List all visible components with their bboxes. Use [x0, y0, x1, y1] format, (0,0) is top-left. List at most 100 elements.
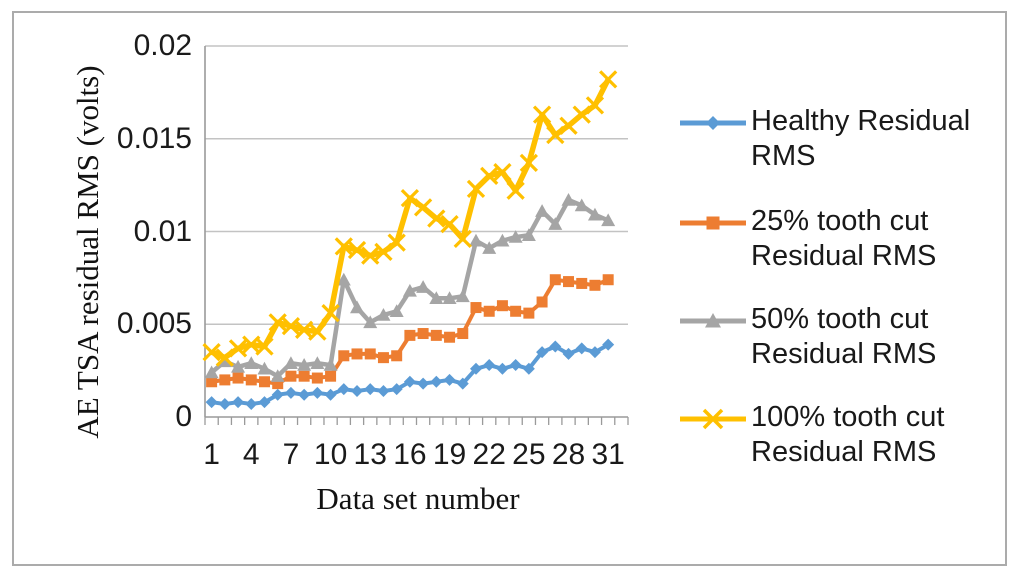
square-marker	[496, 300, 508, 312]
x-marker	[400, 188, 420, 208]
x-marker	[281, 316, 301, 336]
x-marker	[374, 242, 393, 262]
triangle-marker	[350, 300, 365, 314]
square-marker	[285, 370, 297, 382]
diamond-marker	[549, 340, 562, 353]
square-marker	[298, 370, 310, 382]
x-marker	[347, 240, 367, 260]
square-marker	[706, 216, 720, 230]
triangle-marker	[376, 307, 391, 321]
triangle-marker	[429, 291, 444, 305]
triangle-marker	[257, 361, 272, 375]
triangle-marker	[402, 283, 417, 297]
diamond-marker	[337, 383, 350, 396]
y-tick-label: 0.01	[133, 214, 192, 248]
x-marker	[361, 246, 380, 265]
x-tick-label: 25	[512, 438, 546, 471]
x-marker	[572, 105, 591, 124]
triangle-marker	[389, 304, 404, 318]
legend-swatch-x	[680, 408, 746, 430]
triangle-marker	[442, 291, 457, 305]
x-marker	[334, 237, 353, 256]
x-marker	[440, 214, 459, 234]
diamond-marker	[232, 396, 245, 409]
square-marker	[232, 372, 244, 384]
square-marker	[523, 307, 535, 319]
legend-item: Healthy Residual RMS	[678, 104, 999, 174]
diamond-marker	[602, 338, 615, 351]
diamond-marker	[456, 377, 469, 390]
diamond-marker	[245, 398, 258, 411]
square-marker	[391, 350, 403, 362]
x-tick-label: 10	[313, 438, 348, 471]
square-marker	[325, 370, 337, 382]
x-tick-label: 16	[393, 438, 427, 471]
x-tick-label: 31	[591, 438, 625, 471]
diamond-marker	[483, 359, 496, 372]
diamond-marker	[377, 385, 390, 398]
triangle-marker	[705, 313, 721, 328]
x-marker	[427, 209, 446, 228]
triangle-marker	[283, 356, 298, 369]
square-marker	[417, 328, 429, 340]
y-tick-label: 0.005	[116, 307, 192, 341]
square-marker	[536, 296, 548, 308]
x-marker	[546, 125, 565, 145]
x-tick-label: 1	[203, 438, 220, 471]
diamond-marker	[706, 116, 720, 130]
triangle-marker	[323, 358, 338, 371]
x-tick-label: 13	[353, 438, 387, 471]
square-marker	[206, 376, 218, 388]
square-marker	[563, 276, 575, 288]
diamond-marker	[271, 388, 284, 401]
x-tick-label: 19	[432, 438, 467, 471]
x-tick-label: 7	[282, 438, 300, 471]
square-marker	[351, 348, 363, 360]
square-marker	[364, 348, 376, 360]
diamond-marker	[324, 388, 337, 401]
square-marker	[404, 329, 416, 341]
triangle-marker	[508, 230, 523, 243]
diamond-marker	[284, 386, 297, 399]
square-marker	[470, 302, 482, 314]
y-tick-label: 0.02	[133, 29, 192, 62]
diamond-marker	[390, 383, 403, 396]
diamond-marker	[351, 385, 364, 398]
square-marker	[219, 374, 231, 386]
diamond-marker	[575, 342, 588, 355]
square-marker	[245, 374, 257, 386]
diamond-marker	[496, 362, 509, 375]
diamond-marker	[430, 375, 443, 388]
diamond-marker	[562, 347, 575, 360]
x-tick-label: 28	[551, 438, 586, 471]
square-marker	[549, 274, 561, 286]
triangle-marker	[231, 359, 246, 373]
legend-swatch-triangle	[680, 313, 746, 328]
square-marker	[483, 305, 495, 317]
y-tick-label: 0	[175, 400, 192, 433]
triangle-marker	[521, 228, 536, 241]
diamond-marker	[469, 362, 482, 375]
x-marker	[493, 163, 512, 182]
triangle-marker	[482, 241, 497, 254]
x-axis-title: Data set number	[316, 481, 520, 516]
x-marker	[321, 303, 340, 323]
x-marker	[519, 153, 538, 172]
triangle-marker	[363, 315, 378, 329]
triangle-marker	[270, 369, 285, 382]
legend-swatch-diamond	[680, 116, 746, 130]
diamond-marker	[311, 386, 324, 399]
legend-label: 100% tooth cut Residual RMS	[751, 401, 945, 468]
diamond-marker	[417, 377, 430, 390]
triangle-marker	[574, 198, 589, 212]
square-marker	[457, 328, 469, 340]
square-marker	[377, 352, 389, 364]
series-diamond	[205, 338, 615, 411]
legend-item: 25% tooth cut Residual RMS	[678, 204, 999, 274]
x-marker	[228, 339, 248, 358]
diamond-marker	[509, 359, 522, 372]
x-marker	[202, 342, 221, 362]
square-marker	[444, 331, 456, 343]
